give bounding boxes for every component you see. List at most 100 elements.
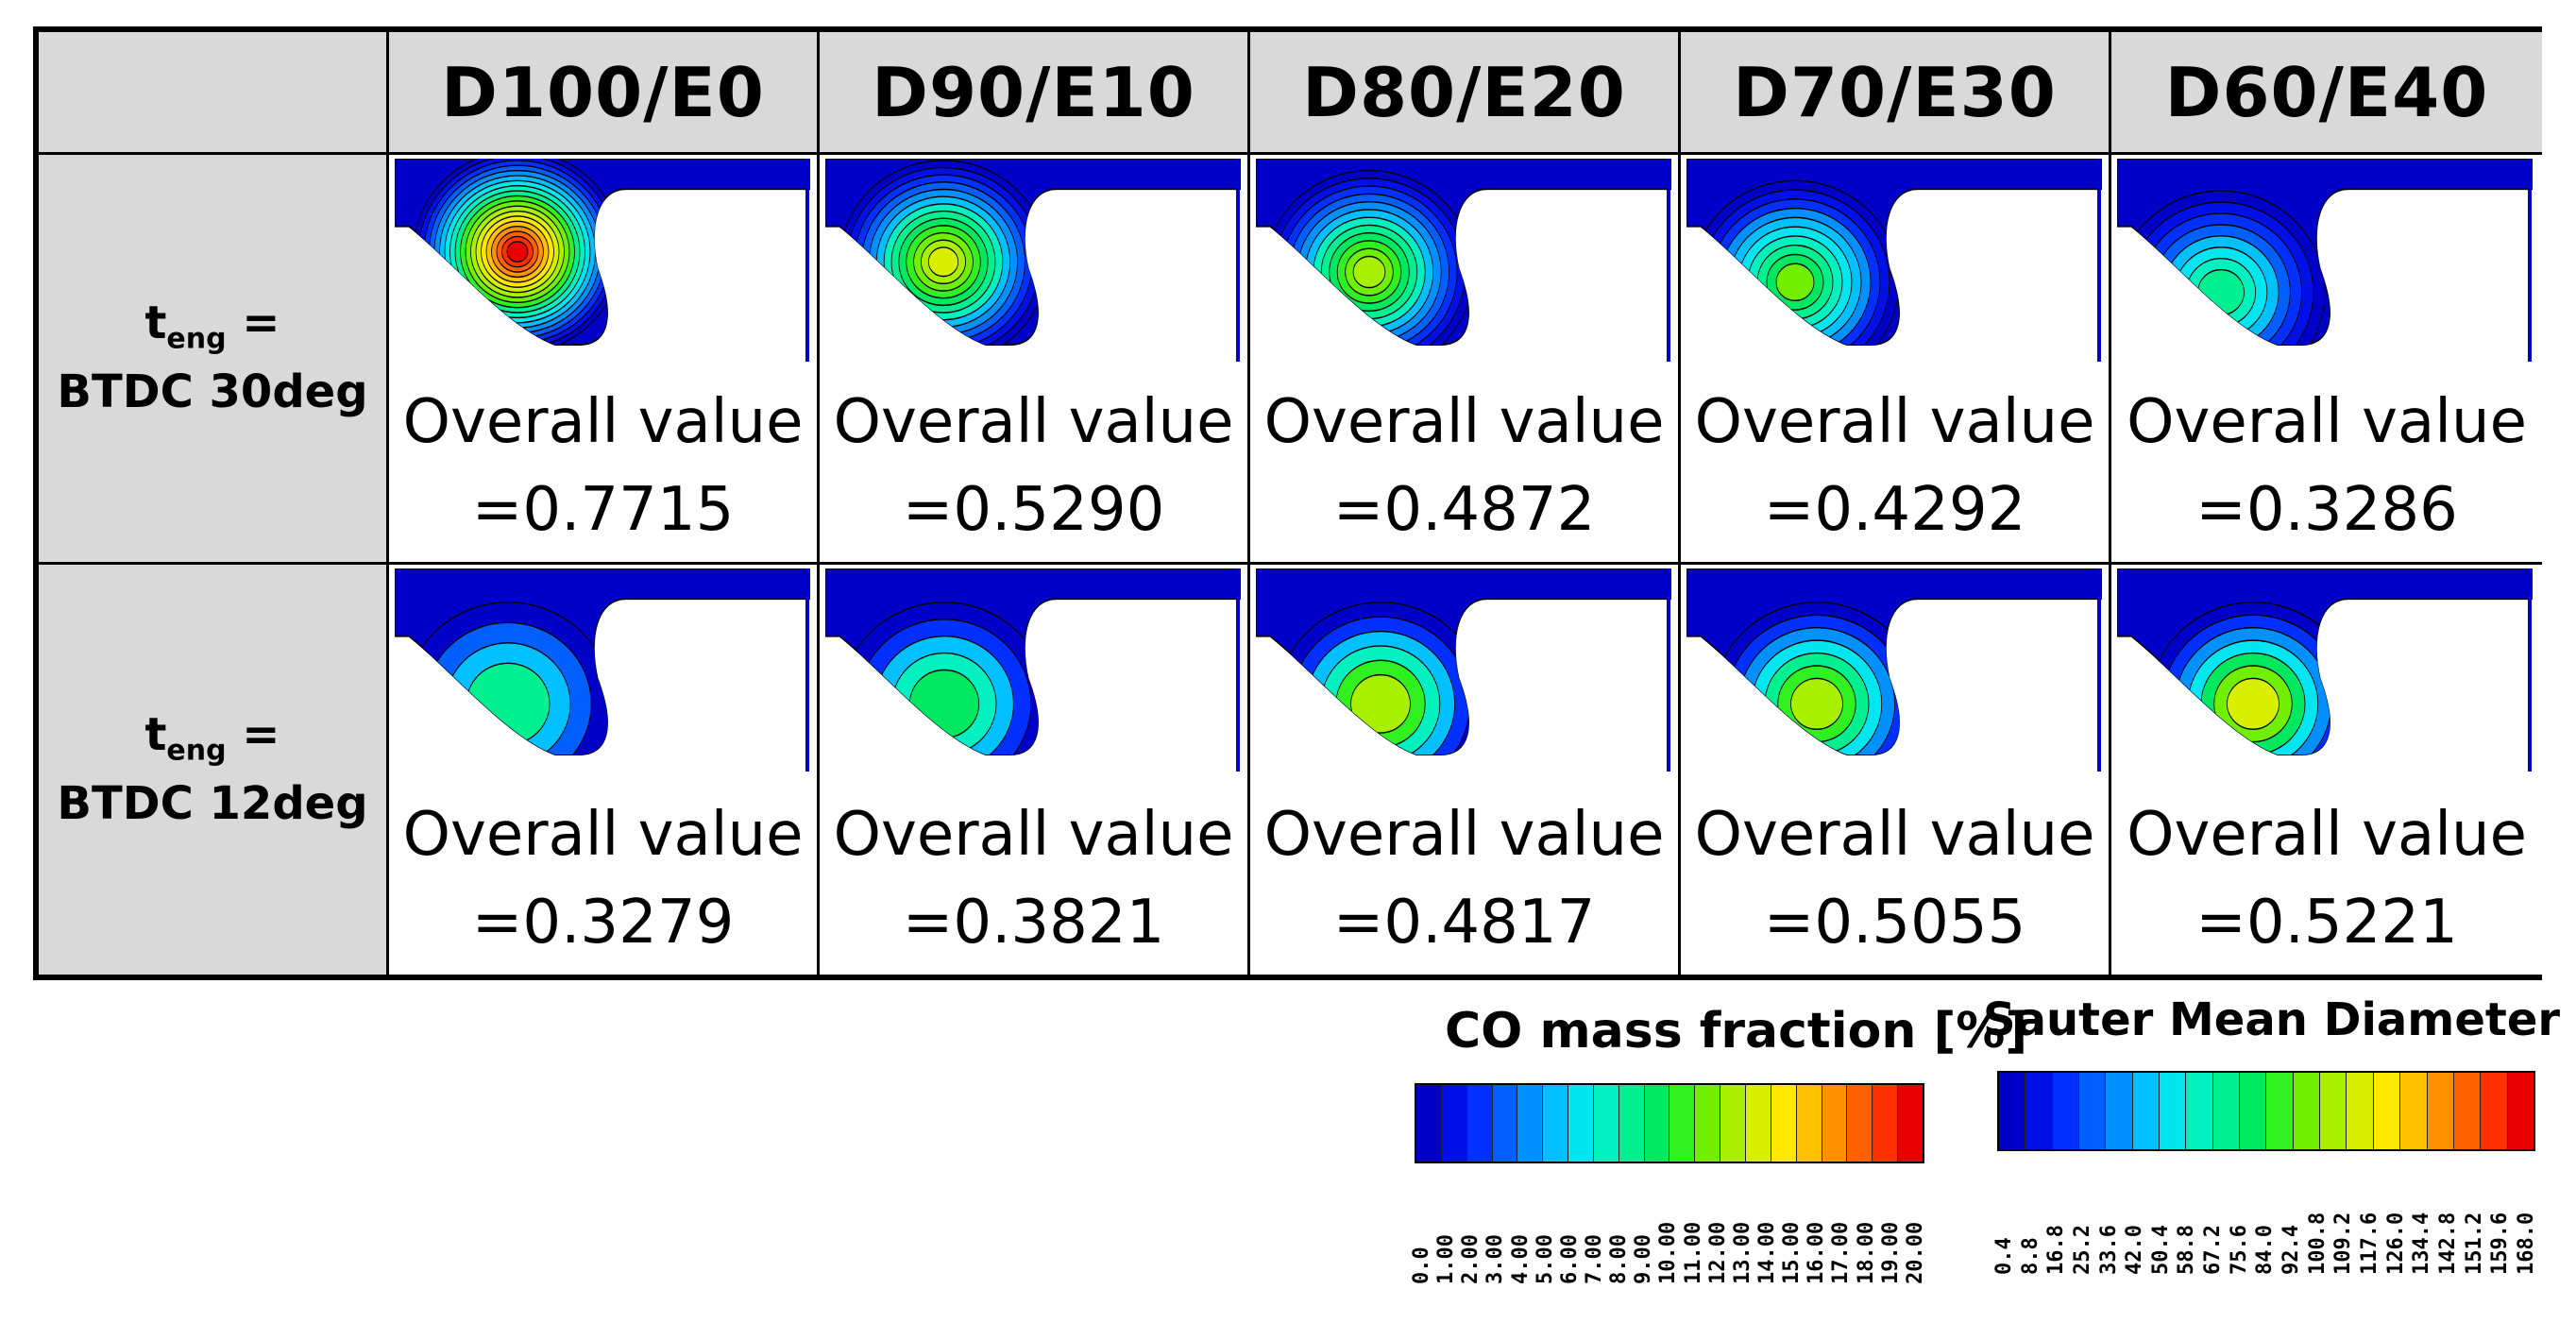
legend-tick-label: 67.2 [2201, 1225, 2226, 1275]
legend-tick-label: 42.0 [2123, 1225, 2147, 1275]
corner-cell [39, 32, 389, 155]
legend-tick-label: 109.2 [2331, 1212, 2356, 1275]
legend-tick-label: 19.00 [1878, 1221, 1903, 1284]
color-bar-segment [2240, 1073, 2267, 1149]
legend-tick-label: 50.4 [2148, 1225, 2173, 1275]
overall-value-number: =0.4872 [1332, 475, 1596, 546]
color-bar-segment [1517, 1085, 1544, 1162]
legend-tick-label: 11.00 [1681, 1221, 1705, 1284]
overall-value-text: Overall value =0.3279 [389, 791, 817, 967]
result-cell: Overall value =0.3286 [2111, 155, 2542, 565]
result-cell: Overall value =0.4817 [1250, 565, 1681, 975]
color-bar-segment [1416, 1085, 1442, 1162]
color-bar-segment [1720, 1085, 1746, 1162]
color-bar-segment [2266, 1073, 2294, 1149]
cfd-contour-plot [395, 159, 810, 362]
overall-value-number: =0.4817 [1332, 888, 1596, 958]
cfd-contour-plot [1686, 159, 2102, 362]
legend-tick-label: 5.00 [1533, 1234, 1557, 1284]
overall-value-text: Overall value =0.4872 [1250, 379, 1678, 554]
overall-value-text: Overall value =0.5221 [2111, 791, 2542, 967]
color-bar-segment [1822, 1085, 1848, 1162]
color-bar-segment [2132, 1073, 2161, 1149]
legend-tick-label: 3.00 [1483, 1234, 1508, 1284]
overall-value-label: Overall value [1694, 387, 2095, 458]
color-bar-segment [1568, 1085, 1594, 1162]
overall-value-number: =0.5055 [1763, 888, 2026, 958]
timing-label: BTDC 30deg [57, 365, 368, 419]
color-bar-segment [1999, 1073, 2026, 1149]
cfd-contour-plot [825, 159, 1241, 362]
result-cell: Overall value =0.5221 [2111, 565, 2542, 975]
color-bar-segment [1669, 1085, 1696, 1162]
legend-tick-label: 10.00 [1656, 1221, 1681, 1284]
overall-value-label: Overall value [402, 800, 804, 871]
legend-tick-label: 75.6 [2227, 1225, 2251, 1275]
overall-value-number: =0.3279 [471, 888, 735, 958]
color-bar-segment [1898, 1085, 1923, 1162]
time-symbol-equals: = [226, 297, 280, 350]
legend-tick-label: 100.8 [2305, 1212, 2330, 1275]
legend-tick-label: 117.6 [2357, 1212, 2381, 1275]
overall-value-number: =0.5290 [902, 475, 1165, 546]
results-table: D100/E0 D90/E10 D80/E20 D70/E30 D60/E40 teng … [33, 26, 2542, 980]
cfd-contour-plot [395, 568, 810, 772]
color-bar-segment [1466, 1085, 1493, 1162]
overall-value-text: Overall value =0.4292 [1681, 379, 2109, 554]
co-tick-labels: 0.0 1.00 2.00 3.00 4.00 5.00 6.00 7.00 8.00 9.00 1… [1410, 1171, 1927, 1284]
legend-tick-label: 17.00 [1829, 1221, 1854, 1284]
color-bar-segment [2079, 1073, 2107, 1149]
overall-value-label: Overall value [2127, 387, 2527, 458]
overall-value-label: Overall value [833, 387, 1234, 458]
co-color-bar [1415, 1083, 1924, 1163]
legend-tick-label: 142.8 [2435, 1212, 2460, 1275]
legend-tick-label: 1.00 [1434, 1234, 1459, 1284]
time-symbol: teng = [144, 703, 280, 772]
color-bar-segment [2347, 1073, 2374, 1149]
co-mass-fraction-legend: CO mass fraction [%] 0.0 1.00 2.00 3.00 4.00… [1407, 1003, 2027, 1286]
cfd-contour-plot [825, 568, 1241, 772]
time-symbol-subscript: eng [166, 734, 227, 768]
legend-tick-label: 14.00 [1754, 1221, 1779, 1284]
overall-value-label: Overall value [1263, 387, 1665, 458]
legend-tick-label: 58.8 [2175, 1225, 2199, 1275]
result-cell: Overall value =0.7715 [389, 155, 820, 565]
time-symbol-main: t [144, 707, 167, 761]
legend-tick-label: 4.00 [1508, 1234, 1533, 1284]
smd-color-bar [1997, 1071, 2535, 1151]
legend-tick-label: 151.2 [2462, 1212, 2486, 1275]
color-bar-segment [2106, 1073, 2133, 1149]
legend-tick-label: 6.00 [1557, 1234, 1582, 1284]
legend-tick-label: 15.00 [1780, 1221, 1805, 1284]
legend-tick-label: 2.00 [1459, 1234, 1483, 1284]
overall-value-number: =0.3821 [902, 888, 1165, 958]
color-bar-segment [2212, 1073, 2241, 1149]
color-bar-segment [1618, 1085, 1645, 1162]
overall-value-text: Overall value =0.3821 [820, 791, 1247, 967]
legend-tick-label: 168.0 [2514, 1212, 2538, 1275]
legend-tick-label: 20.00 [1903, 1221, 1927, 1284]
legend-tick-label: 9.00 [1632, 1234, 1656, 1284]
color-bar-segment [1745, 1085, 1771, 1162]
overall-value-text: Overall value =0.5055 [1681, 791, 2109, 967]
overall-value-text: Overall value =0.5290 [820, 379, 1247, 554]
legend-tick-label: 33.6 [2096, 1225, 2121, 1275]
result-cell: Overall value =0.5055 [1681, 565, 2111, 975]
color-bar-segment [1695, 1085, 1721, 1162]
legend-tick-label: 18.00 [1854, 1221, 1878, 1284]
overall-value-label: Overall value [833, 800, 1234, 871]
color-bar-segment [2052, 1073, 2080, 1149]
overall-value-text: Overall value =0.7715 [389, 379, 817, 554]
color-bar-segment [1543, 1085, 1569, 1162]
overall-value-text: Overall value =0.4817 [1250, 791, 1678, 967]
legend-tick-label: 25.2 [2070, 1225, 2094, 1275]
column-header-4: D70/E30 [1681, 32, 2111, 155]
legend-tick-label: 16.00 [1805, 1221, 1829, 1284]
color-bar-segment [1644, 1085, 1670, 1162]
color-bar-segment [2453, 1073, 2482, 1149]
timing-label: BTDC 12deg [57, 776, 368, 830]
result-cell: Overall value =0.3279 [389, 565, 820, 975]
color-bar-segment [1492, 1085, 1518, 1162]
row-label-2: teng = BTDC 12deg [39, 565, 389, 975]
color-bar-segment [2481, 1073, 2508, 1149]
